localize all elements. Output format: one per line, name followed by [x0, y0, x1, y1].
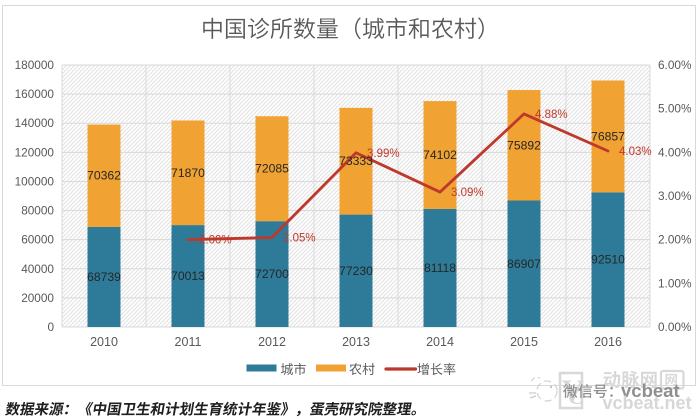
svg-text:72700: 72700 [255, 267, 289, 281]
svg-text:60000: 60000 [21, 233, 54, 247]
svg-text:1.00%: 1.00% [658, 276, 692, 290]
svg-text:0: 0 [47, 320, 54, 334]
svg-text:80000: 80000 [21, 204, 54, 218]
svg-text:180000: 180000 [15, 58, 55, 72]
svg-text:92510: 92510 [591, 253, 625, 267]
svg-text:2010: 2010 [90, 335, 118, 349]
svg-text:72085: 72085 [255, 162, 289, 176]
svg-text:100000: 100000 [15, 174, 55, 188]
svg-text:81118: 81118 [424, 261, 456, 275]
svg-text:140000: 140000 [15, 116, 55, 130]
svg-text:5.00%: 5.00% [658, 102, 692, 116]
svg-text:3.09%: 3.09% [451, 187, 484, 199]
svg-text:0.00%: 0.00% [658, 320, 692, 334]
svg-text:2.00%: 2.00% [199, 235, 232, 247]
svg-text:20000: 20000 [21, 291, 54, 305]
svg-text:70013: 70013 [171, 269, 205, 283]
svg-text:3.00%: 3.00% [658, 189, 692, 203]
svg-text:2.00%: 2.00% [658, 233, 692, 247]
svg-text:vcbeat: vcbeat [621, 380, 680, 401]
svg-text:74102: 74102 [423, 148, 457, 162]
svg-text:160000: 160000 [15, 87, 55, 101]
svg-text:86907: 86907 [507, 257, 541, 271]
svg-text:2011: 2011 [175, 335, 202, 349]
svg-text:120000: 120000 [15, 145, 55, 159]
svg-text:76857: 76857 [591, 129, 625, 143]
svg-text:75892: 75892 [507, 138, 541, 152]
svg-text:73333: 73333 [339, 154, 373, 168]
svg-text:6.00%: 6.00% [658, 58, 692, 72]
svg-text:70362: 70362 [87, 169, 121, 183]
svg-text:2.05%: 2.05% [283, 233, 316, 245]
svg-text:4.88%: 4.88% [535, 109, 568, 121]
svg-text:71870: 71870 [171, 166, 205, 180]
svg-text:68739: 68739 [87, 270, 121, 284]
svg-text:4.00%: 4.00% [658, 145, 692, 159]
svg-text:2015: 2015 [510, 335, 538, 349]
svg-text:4.03%: 4.03% [619, 146, 652, 158]
svg-text:2012: 2012 [258, 335, 286, 349]
svg-text:3.99%: 3.99% [367, 148, 400, 160]
svg-text:77230: 77230 [339, 264, 373, 278]
svg-text:2014: 2014 [426, 335, 454, 349]
svg-text:40000: 40000 [21, 262, 54, 276]
svg-text:vcbeat.net: vcbeat.net [603, 393, 692, 413]
svg-text:2016: 2016 [594, 335, 622, 349]
svg-text:2013: 2013 [342, 335, 370, 349]
